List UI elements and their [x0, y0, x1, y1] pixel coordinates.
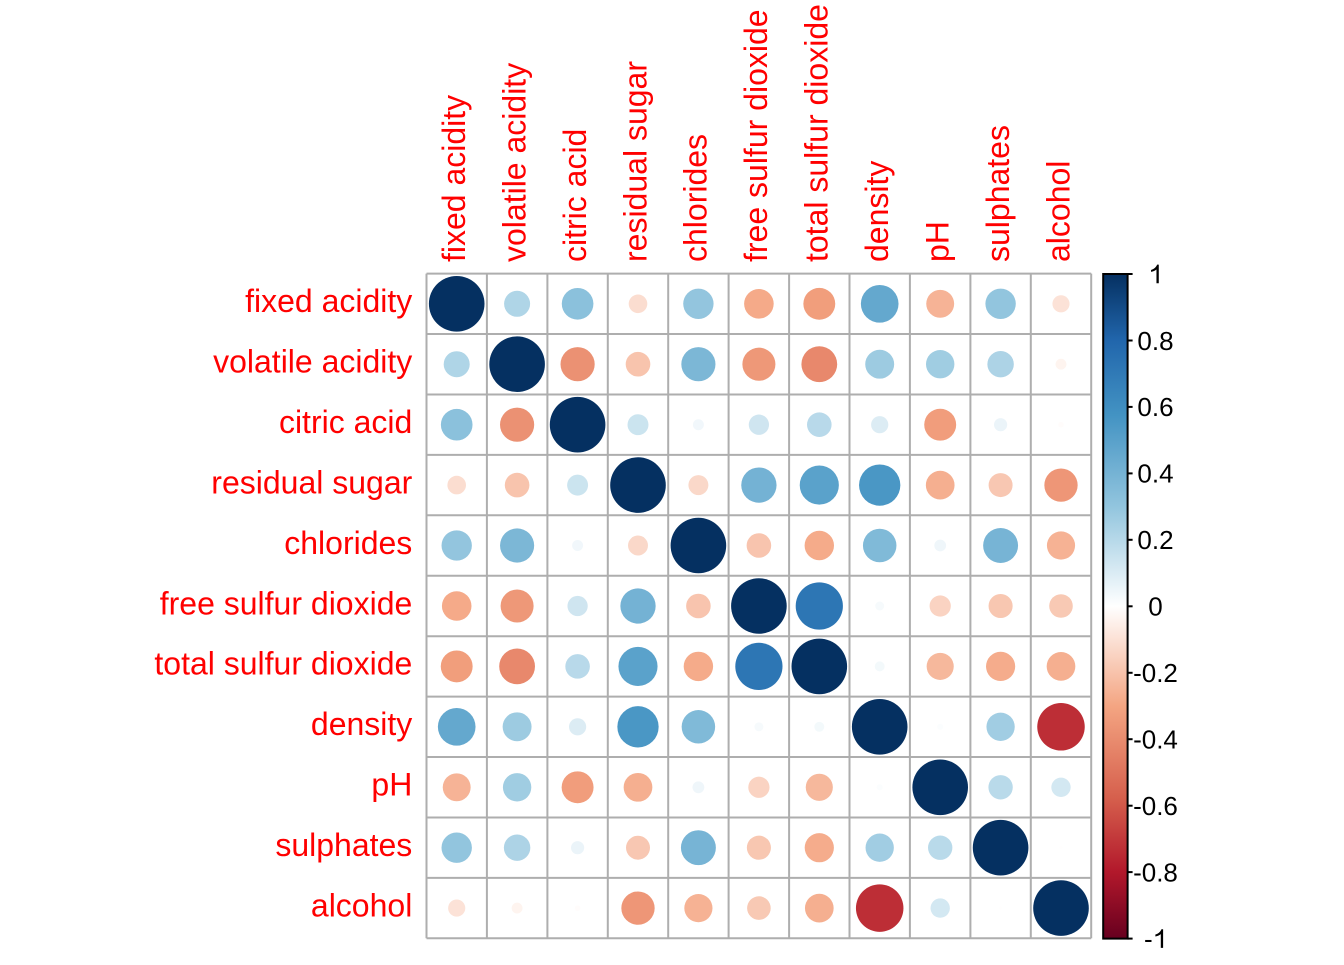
- svg-text:-0.4: -0.4: [1133, 725, 1178, 755]
- svg-text:0.2: 0.2: [1137, 525, 1173, 555]
- svg-text:residual sugar: residual sugar: [617, 61, 653, 262]
- svg-text:chlorides: chlorides: [284, 525, 412, 561]
- svg-text:0.6: 0.6: [1137, 392, 1173, 422]
- svg-text:fixed acidity: fixed acidity: [245, 283, 412, 319]
- svg-text:pH: pH: [371, 767, 412, 803]
- svg-text:0: 0: [1148, 592, 1162, 622]
- svg-text:chlorides: chlorides: [678, 134, 714, 262]
- svg-text:sulphates: sulphates: [980, 125, 1016, 262]
- svg-text:total sulfur dioxide: total sulfur dioxide: [154, 646, 412, 682]
- svg-text:residual sugar: residual sugar: [211, 464, 412, 500]
- svg-text:-: -: [1144, 924, 1153, 954]
- svg-text:citric acid: citric acid: [279, 404, 412, 440]
- svg-text:-0.2: -0.2: [1133, 658, 1178, 688]
- svg-text:-0.6: -0.6: [1133, 791, 1178, 821]
- svg-text:0.4: 0.4: [1137, 459, 1173, 489]
- svg-text:fixed acidity: fixed acidity: [436, 95, 472, 262]
- svg-text:total sulfur dioxide: total sulfur dioxide: [799, 4, 835, 262]
- svg-text:pH: pH: [920, 221, 956, 262]
- svg-text:citric acid: citric acid: [557, 129, 593, 262]
- svg-text:alcohol: alcohol: [1040, 161, 1076, 262]
- svg-text:free sulfur dioxide: free sulfur dioxide: [738, 9, 774, 262]
- svg-text:0.8: 0.8: [1137, 326, 1173, 356]
- svg-text:volatile acidity: volatile acidity: [496, 63, 532, 262]
- svg-text:density: density: [311, 706, 412, 742]
- svg-text:density: density: [859, 161, 895, 262]
- svg-text:volatile acidity: volatile acidity: [213, 344, 412, 380]
- svg-text:alcohol: alcohol: [311, 887, 412, 923]
- svg-text:-0.8: -0.8: [1133, 857, 1178, 887]
- svg-text:sulphates: sulphates: [275, 827, 412, 863]
- svg-text:free sulfur dioxide: free sulfur dioxide: [160, 585, 413, 621]
